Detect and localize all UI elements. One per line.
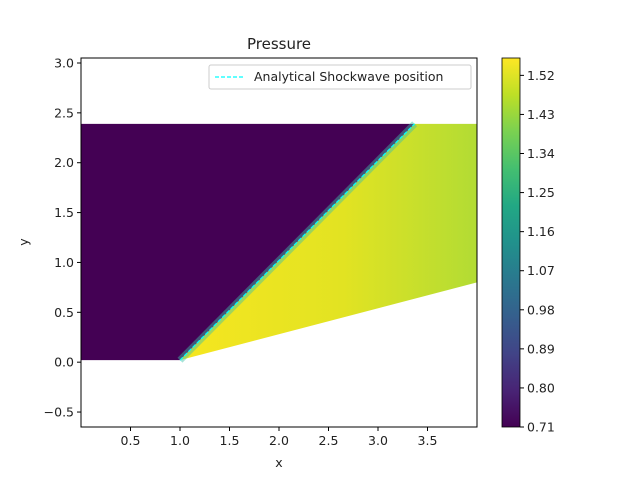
colorbar-tick-label: 0.98	[527, 302, 555, 317]
legend-label-shockwave: Analytical Shockwave position	[254, 69, 443, 84]
x-tick-label: 2.5	[319, 433, 339, 448]
x-tick-label: 1.5	[220, 433, 240, 448]
colorbar-tick-label: 1.25	[527, 185, 555, 200]
y-tick-label: 2.0	[54, 155, 74, 170]
y-tick-label: 1.0	[54, 255, 74, 270]
colorbar-tick-label: 0.80	[527, 380, 555, 395]
colorbar: 0.71 0.80 0.89 0.98 1.07 1.16 1.25 1.34 1.43 1.52	[501, 57, 555, 435]
x-tick-label: 3.0	[368, 433, 388, 448]
colorbar-tick-label: 1.52	[527, 68, 555, 83]
chart-title: Pressure	[247, 35, 311, 53]
colorbar-tick-label: 0.71	[527, 420, 555, 435]
y-tick-label: −0.5	[44, 405, 74, 420]
x-tick-label: 0.5	[121, 433, 141, 448]
y-tick-label: 1.5	[54, 205, 74, 220]
y-axis: −0.5 0.0 0.5 1.0 1.5 2.0 2.5 3.0	[44, 55, 81, 420]
colorbar-ticks: 0.71 0.80 0.89 0.98 1.07 1.16 1.25 1.34 1.43 1.52	[520, 68, 555, 435]
y-tick-label: 0.0	[54, 355, 74, 370]
downstream-region	[180, 123, 477, 361]
colorbar-tick-label: 1.16	[527, 224, 555, 239]
colorbar-tick-label: 1.07	[527, 263, 555, 278]
colorbar-tick-label: 1.43	[527, 107, 555, 122]
colorbar-tick-label: 1.34	[527, 146, 555, 161]
y-tick-label: 2.5	[54, 105, 74, 120]
shockwave-line	[179, 123, 416, 361]
x-axis-label: x	[275, 455, 282, 470]
x-tick-label: 1.0	[170, 433, 190, 448]
x-axis: 0.5 1.0 1.5 2.0 2.5 3.0 3.5	[121, 427, 438, 448]
y-tick-label: 3.0	[54, 55, 74, 70]
legend-box	[208, 64, 472, 90]
plot-area	[81, 121, 477, 363]
upstream-region	[81, 123, 415, 361]
colorbar-tick-label: 0.89	[527, 341, 555, 356]
x-tick-label: 2.0	[269, 433, 289, 448]
y-tick-label: 0.5	[54, 305, 74, 320]
x-tick-label: 3.5	[418, 433, 438, 448]
legend: Analytical Shockwave position	[208, 64, 472, 90]
colorbar-gradient	[501, 57, 521, 428]
y-axis-label: y	[16, 238, 31, 246]
